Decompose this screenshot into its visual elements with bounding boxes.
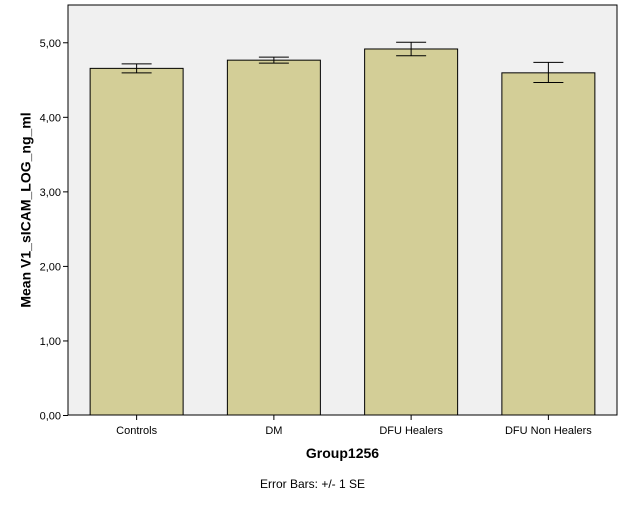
x-tick-label: DFU Healers: [379, 425, 443, 437]
bar: [364, 48, 459, 416]
x-tick-label: DFU Non Healers: [505, 425, 592, 437]
bar: [89, 67, 184, 416]
bar: [501, 72, 596, 416]
bar: [226, 59, 321, 416]
y-tick-label: 5,00: [40, 38, 61, 50]
y-tick-label: 4,00: [40, 112, 61, 124]
error-bars-group: [121, 41, 564, 84]
x-axis: Controls DM DFU Healers DFU Non Healers: [116, 415, 592, 437]
y-axis-label: Mean V1_sICAM_LOG_ng_ml: [18, 112, 34, 307]
x-tick-label: DM: [265, 425, 282, 437]
x-tick-label: Controls: [116, 425, 157, 437]
y-tick-label: 3,00: [40, 187, 61, 199]
x-axis-label: Group1256: [306, 445, 379, 461]
y-tick-label: 1,00: [40, 336, 61, 348]
y-tick-label: 2,00: [40, 261, 61, 273]
y-tick-label: 0,00: [40, 411, 61, 423]
y-axis: 0,00 1,00 2,00 3,00 4,00 5,00: [40, 38, 68, 423]
error-bars-footnote: Error Bars: +/- 1 SE: [260, 477, 365, 491]
